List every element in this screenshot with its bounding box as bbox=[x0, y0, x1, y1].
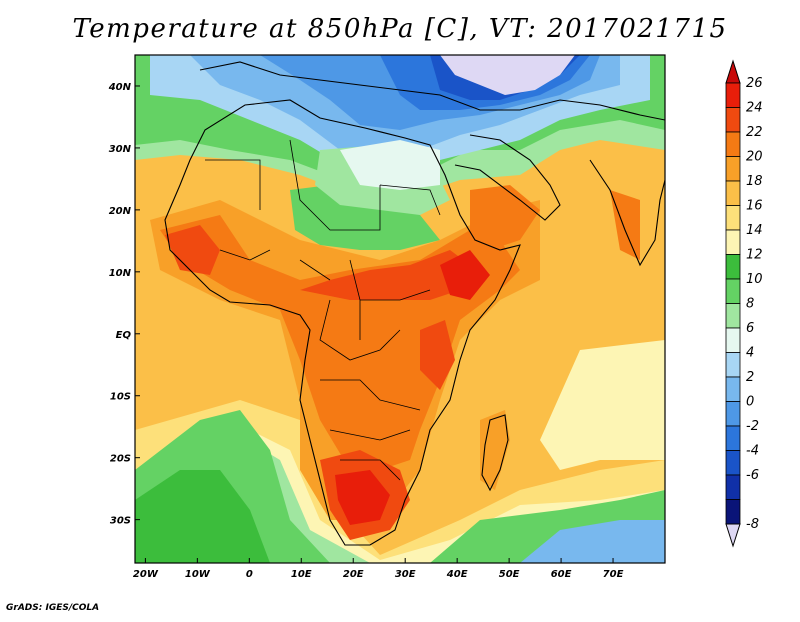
colorbar-label: 8 bbox=[746, 297, 754, 312]
colorbar-swatch bbox=[725, 303, 741, 329]
colorbar-swatch bbox=[725, 107, 741, 133]
field-red-core-east bbox=[420, 320, 455, 390]
lon-tick-label: 40E bbox=[446, 569, 468, 580]
lon-tick-label: 10W bbox=[185, 569, 211, 580]
plot-frame bbox=[134, 54, 666, 564]
field-red-core-south-inner bbox=[335, 470, 390, 525]
lon-tick-label: 60E bbox=[551, 569, 572, 580]
colorbar-label: 12 bbox=[746, 248, 763, 263]
colorbar-label: -6 bbox=[746, 468, 759, 483]
colorbar-swatch bbox=[725, 131, 741, 157]
coastlines bbox=[164, 61, 665, 546]
country-borders bbox=[205, 139, 441, 481]
colorbar-label: -2 bbox=[746, 419, 759, 434]
lat-tick-label: EQ bbox=[116, 330, 132, 341]
field-red-core-ethiopia bbox=[440, 250, 490, 300]
field-arabia-hot bbox=[470, 185, 540, 250]
colorbar-swatch bbox=[725, 425, 741, 451]
lat-tick-label: 10S bbox=[110, 392, 131, 403]
lat-tick-label: 30S bbox=[110, 516, 131, 527]
colorbar-label: 20 bbox=[746, 150, 763, 165]
colorbar-label: 26 bbox=[746, 76, 763, 91]
field-red-core-north bbox=[300, 250, 470, 300]
field-south-west-green2 bbox=[135, 470, 270, 563]
colorbar-swatch bbox=[725, 156, 741, 182]
colorbar-swatch bbox=[725, 450, 741, 476]
colorbar-label: 22 bbox=[746, 125, 763, 140]
colorbar-label: 16 bbox=[746, 199, 763, 214]
lon-tick-label: 0 bbox=[246, 569, 253, 580]
arabia-coastline bbox=[454, 134, 561, 221]
lon-tick-group: 20W 10W 0 10E 20E 30E 40E 50E 60E 70E bbox=[133, 558, 624, 580]
colorbar-label: -4 bbox=[746, 444, 759, 459]
lon-tick-label: 70E bbox=[603, 569, 624, 580]
india-coastline bbox=[589, 159, 665, 267]
lon-tick-label: 20W bbox=[133, 569, 159, 580]
colorbar-swatch bbox=[725, 376, 741, 402]
colorbar-swatch bbox=[725, 401, 741, 427]
colorbar-swatch bbox=[725, 180, 741, 206]
colorbar-label: 10 bbox=[746, 272, 763, 287]
colorbar-swatch bbox=[725, 327, 741, 353]
lat-tick-label: 40N bbox=[108, 82, 132, 93]
colorbar-swatch bbox=[725, 82, 741, 108]
colorbar-label: -8 bbox=[746, 517, 759, 532]
field-north-lavender bbox=[440, 55, 575, 95]
colorbar-swatch bbox=[725, 474, 741, 500]
colorbar-label: 14 bbox=[746, 223, 763, 238]
footer-credit: GrADS: IGES/COLA bbox=[6, 603, 100, 613]
madagascar-coastline bbox=[481, 414, 509, 492]
field-sahara-green bbox=[290, 185, 440, 250]
lon-tick-label: 20E bbox=[343, 569, 364, 580]
africa-coastline bbox=[164, 99, 521, 546]
field-south-east-blue bbox=[520, 520, 665, 563]
colorbar-swatch bbox=[725, 254, 741, 280]
lat-tick-label: 20S bbox=[110, 454, 131, 465]
colorbar-swatch bbox=[725, 352, 741, 378]
colorbar-label: 18 bbox=[746, 174, 763, 189]
colorbar-swatch bbox=[725, 205, 741, 231]
field-red-core-west bbox=[165, 225, 220, 275]
colorbar-swatch bbox=[725, 278, 741, 304]
colorbar-label: 4 bbox=[746, 346, 754, 361]
temperature-field bbox=[135, 55, 665, 563]
colorbar-label: 6 bbox=[746, 321, 754, 336]
colorbar-label: 24 bbox=[746, 101, 763, 116]
map-title: Temperature at 850hPa [C], VT: 201702171… bbox=[72, 14, 728, 44]
field-east-pale bbox=[540, 340, 665, 470]
colorbar-swatch bbox=[725, 499, 741, 525]
colorbar-top-arrow bbox=[725, 59, 741, 84]
field-sahara-pale bbox=[340, 140, 440, 190]
field-india-hot bbox=[610, 190, 640, 260]
lat-tick-label: 30N bbox=[109, 144, 132, 155]
europe-coastline bbox=[199, 61, 665, 121]
lon-tick-label: 30E bbox=[395, 569, 416, 580]
colorbar-swatch bbox=[725, 229, 741, 255]
lon-tick-label: 10E bbox=[291, 569, 312, 580]
colorbar-label: 0 bbox=[746, 395, 754, 410]
colorbar-label: 2 bbox=[746, 370, 754, 385]
lat-tick-group: 40N 30N 20N 10N EQ 10S 20S 30S bbox=[108, 82, 140, 527]
colorbar-bottom-arrow bbox=[725, 523, 741, 548]
lon-tick-label: 50E bbox=[499, 569, 520, 580]
lat-tick-label: 20N bbox=[109, 206, 132, 217]
lat-tick-label: 10N bbox=[109, 268, 132, 279]
